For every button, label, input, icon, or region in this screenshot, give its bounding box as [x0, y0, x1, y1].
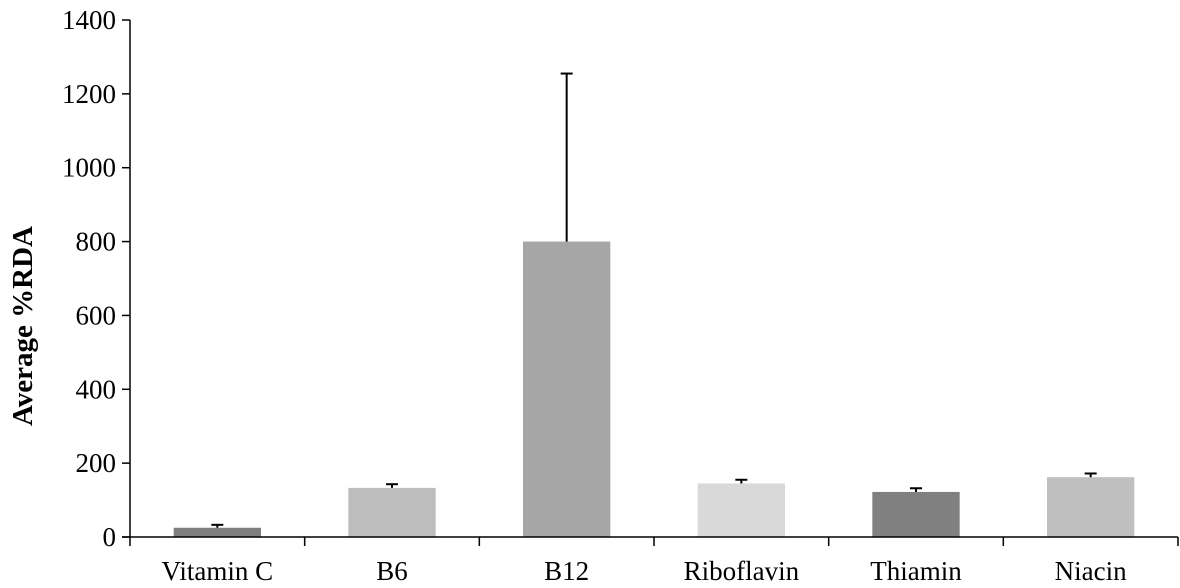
y-axis-title: Average %RDA	[7, 226, 39, 426]
x-tick-label: Thiamin	[870, 556, 962, 586]
x-tick-label: Riboflavin	[684, 556, 800, 586]
y-tick-label: 1200	[62, 79, 116, 109]
axes-layer	[122, 19, 1179, 546]
bar	[697, 483, 785, 537]
y-tick-label: 400	[76, 374, 117, 404]
bar	[348, 487, 436, 537]
bar	[1047, 477, 1135, 537]
bar	[173, 527, 261, 537]
y-tick-label: 1000	[62, 153, 116, 183]
y-tick-label: 600	[76, 300, 117, 330]
bar	[523, 241, 611, 538]
y-tick-label: 1400	[62, 5, 116, 35]
y-tick-label: 800	[76, 227, 117, 257]
x-tick-label: Niacin	[1055, 556, 1127, 586]
x-tick-label: B6	[376, 556, 408, 586]
error-bars-layer	[211, 72, 1097, 528]
x-tick-label: Vitamin C	[162, 556, 274, 586]
y-tick-label: 200	[76, 448, 117, 478]
bars-layer	[173, 241, 1135, 538]
bar	[872, 491, 960, 537]
labels-layer: Vitamin C B6 B12 Riboflavin Thiamin Niacin 0 20…	[62, 5, 1127, 586]
x-tick-label: B12	[544, 556, 589, 586]
y-tick-label: 0	[103, 522, 117, 552]
